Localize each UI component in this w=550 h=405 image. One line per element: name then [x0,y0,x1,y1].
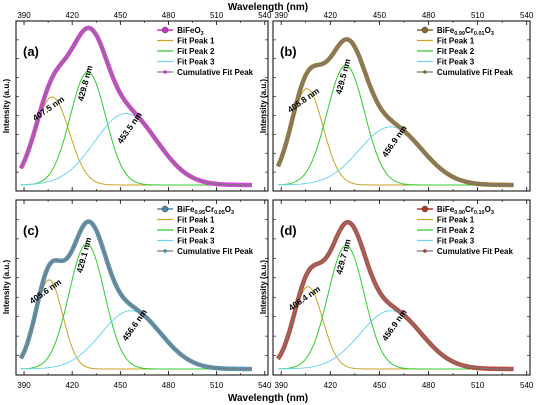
legend-subscript: 0.01 [474,31,485,37]
legend-marker-data [161,205,169,213]
panel-frame [272,199,531,376]
cumulative-fit-line [20,220,252,370]
legend-subscript: 3 [201,31,204,37]
legend-text-part: Cr [465,205,474,214]
x-tick-label-bottom: 540 [258,381,272,390]
legend-entry-1: Fit Peak 1 [177,37,215,46]
legend-entry-4: Cumulative Fit Peak [437,247,514,256]
legend-sample-name: BiFe0.90Cr0.10O3 [437,205,494,216]
y-axis-label: Intensity (a.u.) [2,79,11,134]
x-tick-label-bottom: 480 [422,381,436,390]
legend-entry-3: Fit Peak 3 [177,237,215,246]
x-tick-label-top: 390 [275,11,289,20]
legend-entry-4: Cumulative Fit Peak [437,68,514,77]
legend-text-part: BiFeO [177,26,201,35]
legend-text-part: O [485,205,491,214]
panel-label: (d) [280,223,297,238]
x-tick-label-top: 510 [471,11,485,20]
legend-subscript: 3 [491,31,494,37]
bottom-axis-title: Wavelength (nm) [228,393,308,404]
x-tick-label-bottom: 390 [17,381,31,390]
legend-entry-3: Fit Peak 3 [437,58,475,67]
x-tick-label-bottom: 480 [162,381,176,390]
x-tick-label-top: 450 [373,11,387,20]
x-tick-label-top: 450 [114,11,128,20]
legend-entry-2: Fit Peak 2 [437,47,475,56]
x-tick-label-bottom: 510 [471,381,485,390]
legend-subscript: 3 [231,210,234,216]
legend-entry-1: Fit Peak 1 [437,216,475,225]
panel-frame [15,199,269,376]
legend-sample-name: BiFe0.95Cr0.05O3 [177,205,234,216]
legend-subscript: 0.10 [474,210,485,216]
top-axis-title: Wavelength (nm) [228,2,308,13]
legend-entry-2: Fit Peak 2 [177,226,215,235]
panel-frame [15,20,269,192]
legend-subscript: 0.99 [454,31,465,37]
legend-entry-1: Fit Peak 1 [437,37,475,46]
legend-text-part: O [225,205,231,214]
legend-marker-data [421,26,429,34]
x-tick-label-bottom: 510 [210,381,224,390]
legend-text-part: Cr [205,205,214,214]
x-tick-label-top: 390 [17,11,31,20]
legend-subscript: 0.05 [214,210,225,216]
legend-text-part: BiFe [437,26,455,35]
legend-entry-2: Fit Peak 2 [177,47,215,56]
legend-entry-3: Fit Peak 3 [177,58,215,67]
x-tick-label-top: 510 [210,11,224,20]
legend-text-part: Cr [465,26,474,35]
panel-frame [272,20,531,192]
panel-label: (c) [23,223,39,238]
legend-subscript: 3 [491,210,494,216]
legend-subscript: 0.90 [454,210,465,216]
legend-marker-cumulative [163,70,167,74]
legend-subscript: 0.95 [194,210,205,216]
x-tick-label-top: 420 [65,11,79,20]
cumulative-fit-line [20,27,252,186]
x-tick-label-top: 480 [162,11,176,20]
x-tick-label-bottom: 420 [65,381,79,390]
x-tick-label-top: 540 [258,11,272,20]
x-tick-label-bottom: 450 [373,381,387,390]
panel-label: (a) [23,44,39,59]
legend-marker-data [161,26,169,34]
y-axis-label: Intensity (a.u.) [259,79,268,134]
legend-sample-name: BiFe0.99Cr0.01O3 [437,26,494,37]
legend-entry-2: Fit Peak 2 [437,226,475,235]
legend-entry-1: Fit Peak 1 [177,216,215,225]
legend-text-part: BiFe [177,205,195,214]
x-tick-label-bottom: 540 [520,381,534,390]
y-axis-label: Intensity (a.u.) [259,260,268,315]
x-tick-label-top: 480 [422,11,436,20]
panel-label: (b) [280,44,297,59]
x-tick-label-bottom: 420 [324,381,338,390]
legend-marker-cumulative [423,70,427,74]
legend-entry-3: Fit Peak 3 [437,237,475,246]
legend-sample-name: BiFeO3 [177,26,204,37]
x-tick-label-top: 420 [324,11,338,20]
cumulative-fit-line [277,38,514,186]
legend-marker-cumulative [163,249,167,253]
y-axis-label: Intensity (a.u.) [2,260,11,315]
legend-text-part: O [485,26,491,35]
x-tick-label-bottom: 390 [275,381,289,390]
legend-entry-4: Cumulative Fit Peak [177,68,254,77]
legend-marker-data [421,205,429,213]
cumulative-fit-line [277,221,514,370]
x-tick-label-bottom: 450 [114,381,128,390]
legend-marker-cumulative [423,249,427,253]
x-tick-label-top: 540 [520,11,534,20]
legend-text-part: BiFe [437,205,455,214]
legend-entry-4: Cumulative Fit Peak [177,247,254,256]
